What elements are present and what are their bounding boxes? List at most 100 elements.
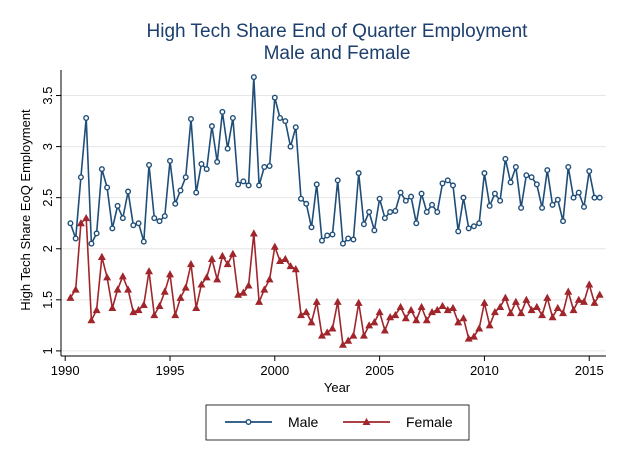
data-point-male xyxy=(114,202,121,209)
series-female xyxy=(66,213,604,348)
data-point-male xyxy=(507,179,514,186)
data-point-male xyxy=(266,163,273,170)
plot-area xyxy=(61,70,606,356)
data-point-male xyxy=(256,182,263,189)
data-point-female xyxy=(359,331,368,339)
data-point-female xyxy=(344,336,353,344)
data-point-male xyxy=(575,189,582,196)
data-point-male xyxy=(261,164,268,171)
data-point-male xyxy=(334,177,341,184)
data-point-female xyxy=(66,293,75,301)
data-point-female xyxy=(485,321,494,329)
series-male xyxy=(67,74,603,247)
y-tick-label: 2 xyxy=(40,245,55,252)
data-point-male xyxy=(109,225,116,232)
x-tick-label: 2005 xyxy=(365,363,394,378)
data-point-female xyxy=(176,293,185,301)
data-point-male xyxy=(151,215,158,222)
data-point-male xyxy=(177,187,184,194)
data-point-female xyxy=(150,311,159,319)
y-tick-label: 2.5 xyxy=(40,189,55,207)
data-point-female xyxy=(401,314,410,322)
data-point-male xyxy=(292,124,299,131)
data-point-male xyxy=(140,238,147,245)
x-tick-label: 2015 xyxy=(575,363,604,378)
data-point-male xyxy=(355,170,362,177)
data-point-female xyxy=(103,273,112,281)
data-point-male xyxy=(371,227,378,234)
data-point-female xyxy=(480,298,489,306)
data-point-male xyxy=(460,194,467,201)
data-point-female xyxy=(449,303,457,312)
data-point-male xyxy=(83,115,90,122)
data-point-male xyxy=(465,225,472,232)
data-point-female xyxy=(412,316,421,324)
data-point-female xyxy=(113,285,122,293)
data-point-male xyxy=(565,164,572,171)
data-point-female xyxy=(155,301,164,309)
data-point-female xyxy=(218,251,227,259)
data-point-male xyxy=(303,200,310,207)
data-point-male xyxy=(408,193,415,200)
data-point-male xyxy=(366,208,373,215)
data-point-male xyxy=(554,196,561,203)
data-point-male xyxy=(512,164,519,171)
legend-marker xyxy=(245,419,252,426)
data-point-male xyxy=(287,143,294,150)
axes: 1 1.5 2 2.5 3 3.5 1990 1995 2000 2005 2010 2015 xyxy=(40,70,606,378)
data-point-male xyxy=(271,94,278,101)
data-point-female xyxy=(97,252,106,260)
data-point-male xyxy=(339,240,346,247)
data-point-male xyxy=(449,182,456,189)
data-point-female xyxy=(291,265,300,273)
data-point-female xyxy=(590,298,599,306)
legend-item-female: Female xyxy=(343,414,453,430)
data-point-female xyxy=(160,287,169,295)
data-point-male xyxy=(350,236,357,243)
data-point-male xyxy=(533,181,540,188)
data-point-female xyxy=(433,305,442,314)
data-point-male xyxy=(502,155,509,162)
data-point-male xyxy=(156,218,163,225)
data-point-female xyxy=(407,305,416,314)
data-point-male xyxy=(345,235,352,242)
data-point-male xyxy=(277,115,284,122)
data-point-male xyxy=(544,167,551,174)
data-point-female xyxy=(181,283,190,291)
data-point-female xyxy=(197,280,206,288)
data-point-male xyxy=(161,213,168,220)
data-point-female xyxy=(239,288,248,296)
data-point-male xyxy=(235,181,242,188)
data-point-male xyxy=(397,189,404,196)
legend-label: Male xyxy=(288,414,319,430)
data-point-male xyxy=(392,207,399,214)
data-point-male xyxy=(497,197,504,204)
data-point-female xyxy=(302,307,311,316)
data-point-female xyxy=(438,301,447,309)
data-point-male xyxy=(67,220,74,227)
data-point-male xyxy=(130,222,137,229)
data-point-female xyxy=(595,290,604,298)
x-tick-label: 1995 xyxy=(156,363,185,378)
data-point-male xyxy=(423,208,430,215)
data-point-male xyxy=(360,221,367,228)
x-tick-label: 2000 xyxy=(260,363,289,378)
data-point-male xyxy=(470,223,477,230)
data-point-female xyxy=(186,259,195,268)
data-point-male xyxy=(413,220,420,227)
legend-items: Male Female xyxy=(225,414,453,430)
data-point-male xyxy=(402,197,409,204)
data-point-female xyxy=(255,297,264,305)
data-point-female xyxy=(422,316,431,324)
data-point-male xyxy=(549,201,556,208)
data-point-female xyxy=(548,313,557,321)
data-point-male xyxy=(481,170,488,177)
data-point-female xyxy=(281,254,290,263)
data-point-female xyxy=(380,326,389,334)
data-point-male xyxy=(439,180,446,187)
data-point-female xyxy=(553,303,562,312)
data-point-male xyxy=(229,115,236,122)
data-point-female xyxy=(234,290,243,298)
data-point-female xyxy=(564,287,573,295)
